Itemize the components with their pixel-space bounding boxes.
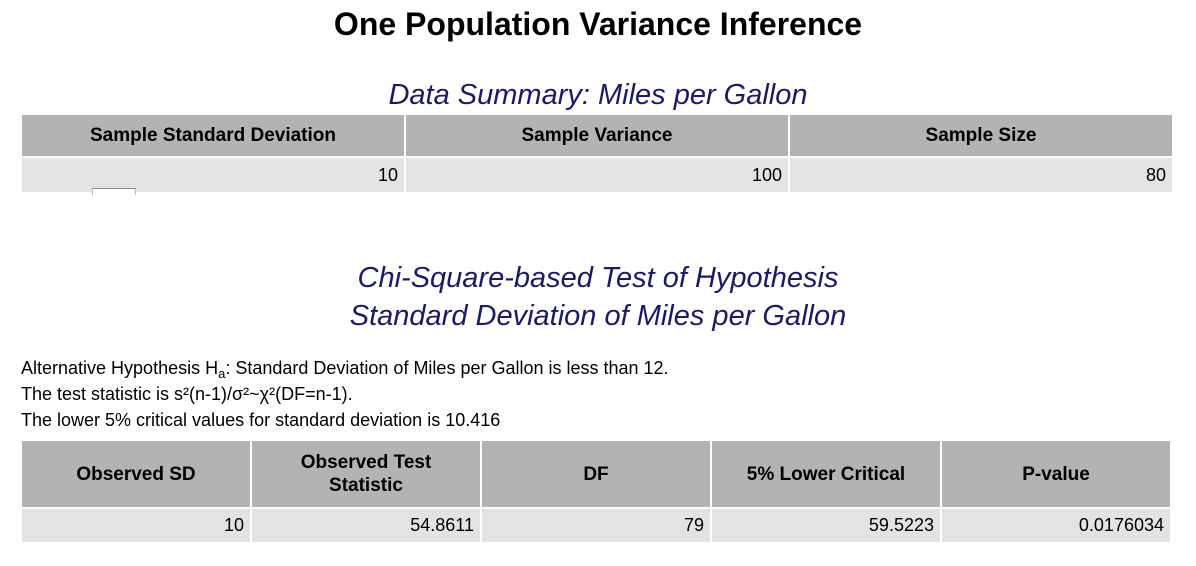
header-lower-critical: 5% Lower Critical [712,441,940,507]
header-observed-test-line1: Observed Test [300,452,432,473]
test-statistic-text: The test statistic is s²(n-1)/σ²~χ²(DF=n… [21,384,353,404]
header-df: DF [482,441,710,507]
header-sample-size: Sample Size [790,115,1172,156]
value-df: 79 [482,509,710,542]
value-observed-test-statistic: 54.8611 [252,509,480,542]
header-sample-variance: Sample Variance [406,115,788,156]
hypothesis-rest: : Standard Deviation of Miles per Gallon… [225,358,669,378]
summary-title: Data Summary: Miles per Gallon [388,79,808,111]
summary-value-row: 10 100 80 [22,158,1172,192]
header-observed-sd: Observed SD [22,441,250,507]
header-observed-test-line2: Statistic [329,475,403,496]
hypothesis-subscript: a [218,366,226,381]
test-table: Observed SD Observed Test Statistic DF 5%… [20,439,1172,544]
value-observed-sd: 10 [22,509,250,542]
value-lower-critical: 59.5223 [712,509,940,542]
value-sample-size: 80 [790,158,1172,192]
test-value-row: 10 54.8611 79 59.5223 0.0176034 [22,509,1170,542]
test-title-line1: Chi-Square-based Test of Hypothesis [357,262,839,294]
page-title: One Population Variance Inference [333,6,863,42]
header-p-value: P-value [942,441,1170,507]
critical-value-text: The lower 5% critical values for standar… [21,410,501,430]
header-sample-sd: Sample Standard Deviation [22,115,404,156]
value-sample-variance: 100 [406,158,788,192]
alternative-hypothesis: Alternative Hypothesis Ha: Standard Devi… [21,355,669,381]
summary-table: Sample Standard Deviation Sample Varianc… [20,113,1174,194]
value-sample-sd: 10 [22,158,404,192]
cell-resize-handle [92,188,136,195]
hypothesis-prefix: Alternative Hypothesis H [21,358,219,378]
header-observed-test-statistic: Observed Test Statistic [252,441,480,507]
test-header-row: Observed SD Observed Test Statistic DF 5%… [22,441,1170,507]
summary-header-row: Sample Standard Deviation Sample Varianc… [22,115,1172,156]
value-p-value: 0.0176034 [942,509,1170,542]
test-title-line2: Standard Deviation of Miles per Gallon [349,300,847,332]
